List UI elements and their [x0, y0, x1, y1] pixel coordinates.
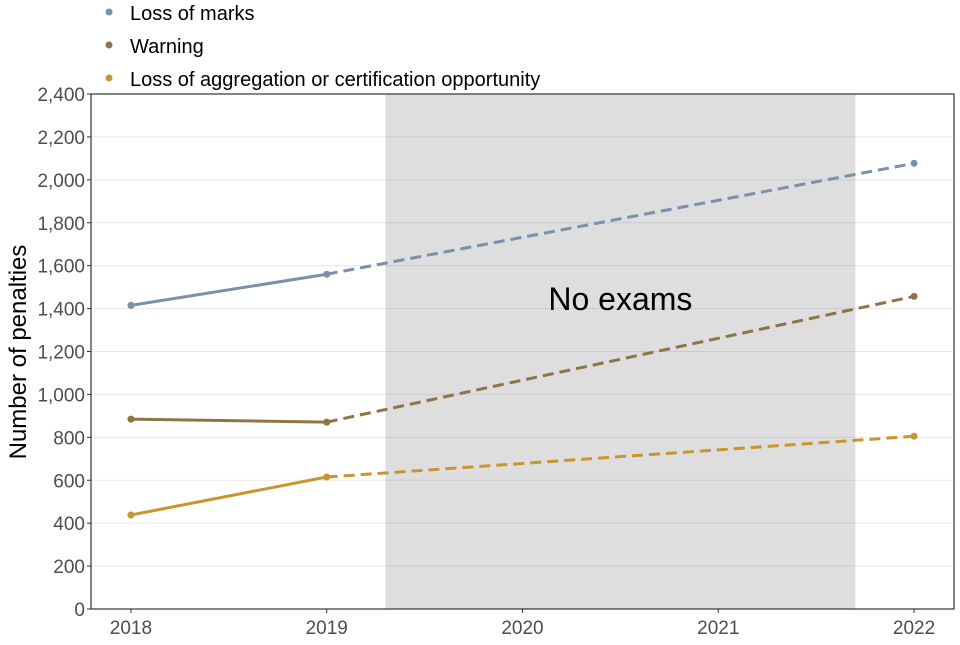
x-tick-label: 2022: [893, 618, 935, 639]
y-tick-label: 2,200: [37, 128, 85, 149]
legend-label: Loss of marks: [130, 3, 254, 25]
y-tick-label: 1,800: [37, 214, 85, 235]
x-tick-label: 2020: [501, 618, 543, 639]
data-point: [323, 473, 331, 481]
x-tick-label: 2019: [306, 618, 348, 639]
y-tick-label: 200: [53, 557, 85, 578]
y-tick-label: 800: [53, 428, 85, 449]
gridlines: [91, 93, 954, 610]
y-axis-label: Number of penalties: [5, 245, 32, 460]
y-axis: 0 200 400 600 800 1,000 1,200 1,400 1,600 1,800 2,…: [37, 85, 91, 621]
data-point: [323, 270, 331, 278]
data-point: [910, 432, 918, 440]
y-tick-label: 2,400: [37, 85, 85, 106]
series-line-dashed: [326, 294, 915, 424]
data-point: [127, 301, 135, 309]
y-tick-label: 1,000: [37, 385, 85, 406]
legend-marker: [105, 74, 113, 82]
data-point: [127, 511, 135, 519]
x-tick-label: 2018: [110, 618, 152, 639]
series-line-solid: [130, 417, 327, 424]
data-point: [127, 415, 135, 423]
legend-marker: [105, 41, 113, 49]
series-line-solid: [130, 272, 327, 307]
series-line-solid: [130, 475, 328, 517]
legend-marker: [105, 8, 113, 16]
data-point: [323, 418, 331, 426]
y-tick-label: 1,600: [37, 257, 85, 278]
no-exams-shading: [385, 94, 856, 609]
no-exams-label: No exams: [548, 281, 692, 317]
y-tick-label: 2,000: [37, 171, 85, 192]
y-tick-label: 0: [74, 600, 85, 621]
data-point: [910, 292, 918, 300]
data-point: [910, 159, 918, 167]
series-line-dashed: [326, 434, 915, 479]
series-lines: [127, 159, 918, 519]
x-axis: 2018 2019 2020 2021 2022: [110, 609, 935, 639]
legend-label: Loss of aggregation or certification opp…: [130, 69, 540, 91]
y-tick-label: 600: [53, 471, 85, 492]
series-line-dashed: [326, 161, 915, 276]
legend-label: Warning: [130, 36, 204, 58]
y-tick-label: 1,200: [37, 343, 85, 364]
legend: Loss of marks Warning Loss of aggregation …: [105, 3, 540, 91]
x-tick-label: 2021: [697, 618, 739, 639]
y-tick-label: 1,400: [37, 300, 85, 321]
y-tick-label: 400: [53, 514, 85, 535]
